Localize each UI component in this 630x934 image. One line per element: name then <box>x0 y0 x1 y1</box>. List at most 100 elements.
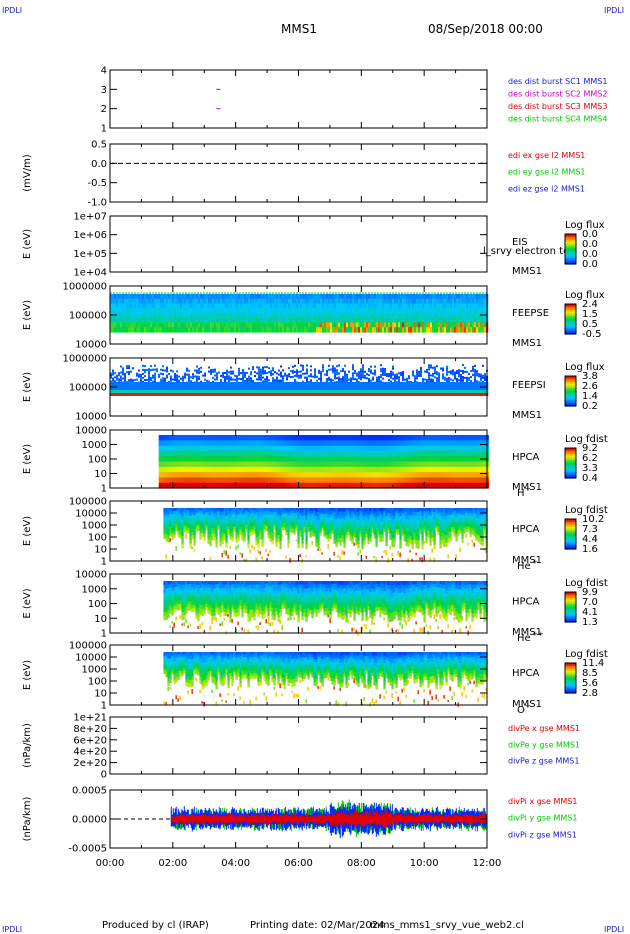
spectrogram-cell <box>174 322 177 328</box>
spectrogram-cell <box>420 382 423 390</box>
spectrogram-cell <box>472 456 475 463</box>
spectrogram-cell <box>240 445 243 452</box>
spectrogram-cell <box>452 461 455 468</box>
spectrogram-cell <box>160 317 163 324</box>
spectrogram-cell <box>208 435 211 441</box>
spectrogram-speck <box>416 369 418 372</box>
spectrogram-speck <box>372 378 374 381</box>
spectrogram-cell <box>446 435 449 441</box>
spectrogram-cell <box>200 477 203 484</box>
colorbar-cell <box>565 463 576 466</box>
colorbar-cell <box>565 451 576 454</box>
spectrogram-cell <box>406 477 409 484</box>
spectrogram-cell <box>450 317 453 324</box>
spectrogram-cell <box>128 308 131 314</box>
spectrogram-cell <box>438 327 441 333</box>
spectrogram-speck <box>120 375 122 378</box>
spectrogram-cell <box>164 294 167 300</box>
spectrogram-cell <box>384 477 387 484</box>
spectrogram-cell <box>262 435 265 441</box>
spectrogram-cell <box>356 390 359 393</box>
spectrogram-speck <box>320 376 322 379</box>
spectrogram-speck <box>330 378 332 381</box>
spectrogram-cell <box>156 390 159 393</box>
spectrogram-cell <box>438 482 441 489</box>
spectrogram-speck <box>260 376 262 379</box>
spectrogram-cell <box>164 450 167 457</box>
spectrogram-cell <box>206 456 209 463</box>
spectrogram-cell <box>188 477 191 484</box>
spectrogram-cell <box>312 393 315 396</box>
spectrogram-cell <box>280 482 283 489</box>
spectrogram-cell <box>458 456 461 463</box>
spectrogram-cell <box>450 390 453 393</box>
spectrogram-cell <box>442 382 445 390</box>
spectrogram-cell <box>380 440 383 447</box>
spectrogram-cell <box>398 322 401 328</box>
spectrogram-cell <box>324 327 327 333</box>
spectrogram-speck <box>360 368 362 371</box>
spectrogram-cell <box>216 393 219 396</box>
spectrogram-cell <box>478 482 481 489</box>
spectrogram-cell <box>394 461 397 468</box>
spectrogram-cell <box>448 450 451 457</box>
spectrogram-cell <box>480 308 483 314</box>
spectrogram-cell <box>346 445 349 452</box>
spectrogram-cell <box>172 294 175 300</box>
spectrogram-speck <box>238 369 240 372</box>
spectrogram-cell <box>312 477 315 484</box>
spectrogram-cell <box>402 435 405 441</box>
spectrogram-cell <box>476 450 479 457</box>
spectrogram-speck <box>270 374 272 377</box>
spectrogram-cell <box>184 456 187 463</box>
spectrogram-cell <box>268 303 271 309</box>
spectrogram-cell <box>144 390 147 393</box>
spectrogram-cell <box>270 393 273 396</box>
spectrogram-cell <box>144 313 147 319</box>
spectrogram-cell <box>150 317 153 324</box>
spectrogram-cell <box>202 303 205 309</box>
spectrogram-cell <box>436 461 439 468</box>
spectrogram-cell <box>446 482 449 489</box>
spectrogram-cell <box>236 482 239 489</box>
spectrogram-cell <box>220 472 223 478</box>
spectrogram-speck <box>446 365 448 368</box>
spectrogram-speck <box>352 368 354 371</box>
spectrogram-cell <box>242 472 245 478</box>
spectrogram-cell <box>292 477 295 484</box>
spectrogram-cell <box>324 322 327 328</box>
spectrogram-cell <box>352 466 355 473</box>
spectrogram-cell <box>296 298 299 305</box>
spectrogram-cell <box>340 456 343 463</box>
spectrogram-cell <box>284 466 287 473</box>
spectrogram-cell <box>182 327 185 333</box>
spectrogram-speck <box>226 375 228 378</box>
spectrogram-cell <box>296 317 299 324</box>
spectrogram-cell <box>328 317 331 324</box>
spectrogram-cell <box>414 313 417 319</box>
spectrogram-cell <box>174 461 177 468</box>
spectrogram-cell <box>368 308 371 314</box>
spectrogram-cell <box>185 531 188 535</box>
spectrogram-cell <box>362 322 365 328</box>
spectrogram-cell <box>184 477 187 484</box>
spectrogram-cell <box>238 317 241 324</box>
spectrogram-cell <box>422 461 425 468</box>
spectrogram-cell <box>388 298 391 305</box>
spectrogram-cell <box>446 456 449 463</box>
spectrogram-cell <box>152 322 155 328</box>
spectrogram-cell <box>386 298 389 305</box>
spectrogram-cell <box>175 521 178 525</box>
spectrogram-cell <box>404 450 407 457</box>
spectrogram-cell <box>302 317 305 324</box>
spectrogram-cell <box>306 461 309 468</box>
spectrogram-cell <box>482 466 485 473</box>
spectrogram-cell <box>434 456 437 463</box>
spectrogram-cell <box>314 477 317 484</box>
colorbar-cell <box>565 313 576 316</box>
spectrogram-cell <box>173 531 176 535</box>
colorbar-cell <box>565 240 576 243</box>
spectrogram-cell <box>312 435 315 441</box>
spectrogram-cell <box>382 477 385 484</box>
spectrogram-cell <box>312 313 315 319</box>
